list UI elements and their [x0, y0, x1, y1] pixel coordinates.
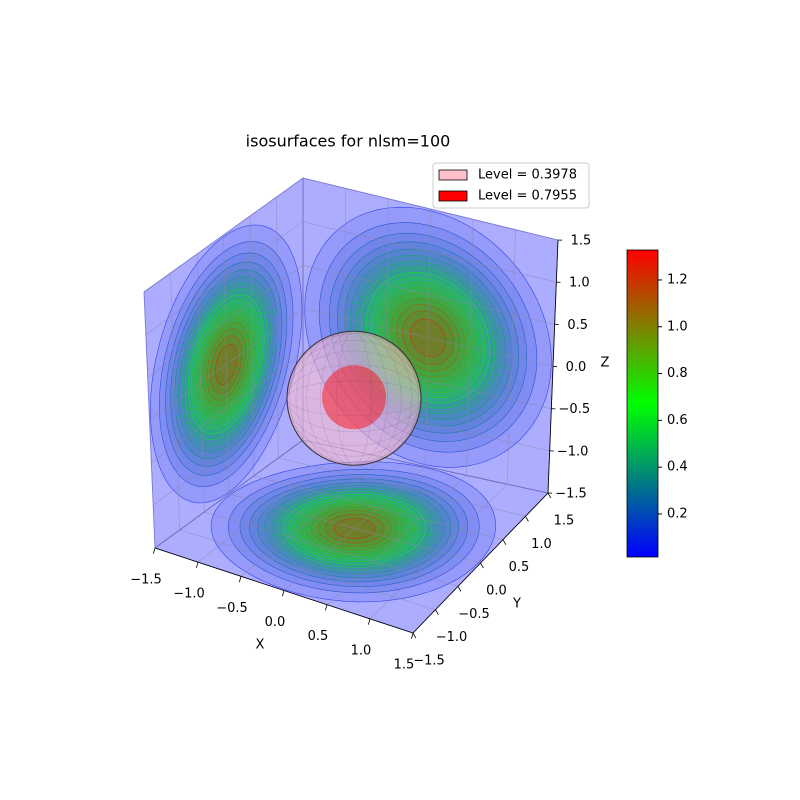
tick-mark: [324, 604, 328, 611]
grid-line: [145, 221, 304, 336]
mesh-line: [306, 330, 402, 466]
grid-line: [302, 177, 559, 241]
mesh-line: [336, 330, 372, 466]
tick-label: 0.5: [567, 318, 588, 333]
grid-line: [204, 511, 459, 587]
tick-mark: [367, 618, 371, 625]
grid-line: [228, 493, 481, 564]
tick-label: −1.0: [557, 444, 589, 459]
colorbar-tick-label: 0.2: [667, 506, 688, 521]
mesh-line: [286, 380, 422, 416]
tick-label: −1.5: [555, 487, 587, 502]
tick-label: −0.5: [559, 402, 591, 417]
tick-label: 0.5: [308, 629, 329, 644]
mesh-line: [320, 330, 388, 466]
tick-label: −0.5: [458, 607, 490, 622]
tick-mark: [502, 539, 507, 545]
isosurface: [286, 330, 422, 466]
tick-label: −0.5: [216, 601, 248, 616]
colorbar-tick-label: 0.4: [667, 460, 688, 475]
legend-swatch: [438, 190, 468, 202]
mesh-line: [286, 339, 422, 457]
grid-line: [179, 529, 436, 611]
grid-line: [302, 308, 554, 367]
grid-line: [302, 264, 555, 325]
isosurface: [322, 365, 386, 430]
grid-line: [278, 457, 526, 517]
grid-line: [147, 264, 304, 378]
colorbar-tick-label: 0.8: [667, 366, 688, 381]
tick-mark: [152, 547, 156, 554]
tick-label: −1.0: [436, 630, 468, 645]
tick-label: 1.0: [351, 643, 372, 658]
tick-label: 0.0: [265, 615, 286, 630]
colorbar-tick-label: 1.0: [667, 319, 688, 334]
tick-label: 0.0: [486, 584, 507, 599]
colorbar: [626, 249, 659, 558]
mesh-line: [286, 333, 422, 464]
tick-mark: [435, 609, 439, 615]
grid-line: [302, 221, 557, 283]
mesh-line: [286, 350, 422, 446]
tick-label: −1.5: [413, 654, 445, 669]
colorbar-tick-label: 0.6: [667, 413, 688, 428]
tick-mark: [412, 632, 417, 639]
tick-mark: [195, 562, 199, 569]
tick-mark: [457, 586, 462, 592]
tick-mark: [410, 632, 414, 639]
tick-label: 0.0: [566, 360, 587, 375]
tick-mark: [480, 562, 484, 569]
axis-label: Z: [601, 356, 610, 371]
axis-label: Y: [512, 597, 521, 612]
grid-line: [149, 308, 304, 421]
legend-label: Level = 0.7955: [478, 189, 577, 204]
tick-label: 1.5: [571, 234, 592, 249]
tick-mark: [547, 492, 552, 499]
grid-line: [253, 475, 504, 541]
mesh-line: [288, 330, 420, 466]
legend-box: [432, 162, 590, 209]
grid-line: [154, 439, 304, 549]
tick-label: 1.0: [569, 276, 590, 291]
tick-mark: [281, 590, 285, 597]
mesh-line: [286, 364, 422, 433]
tick-label: −1.5: [130, 573, 162, 588]
tick-mark: [238, 576, 242, 583]
grid-line: [143, 177, 304, 293]
tick-label: 0.5: [509, 560, 530, 575]
legend-swatch: [438, 169, 468, 181]
axis-label: X: [256, 638, 265, 653]
tick-label: 1.5: [554, 514, 575, 529]
tick-label: 1.5: [394, 658, 415, 673]
tick-label: 1.0: [531, 537, 552, 552]
grid-line: [151, 352, 304, 464]
tick-label: −1.0: [173, 587, 205, 602]
tick-mark: [525, 516, 529, 522]
grid-line: [152, 395, 304, 506]
mesh-line: [295, 330, 413, 466]
colorbar-tick-label: 1.2: [667, 272, 688, 287]
legend-label: Level = 0.3978: [478, 168, 577, 183]
chart-title: isosurfaces for nlsm=100: [246, 132, 451, 151]
